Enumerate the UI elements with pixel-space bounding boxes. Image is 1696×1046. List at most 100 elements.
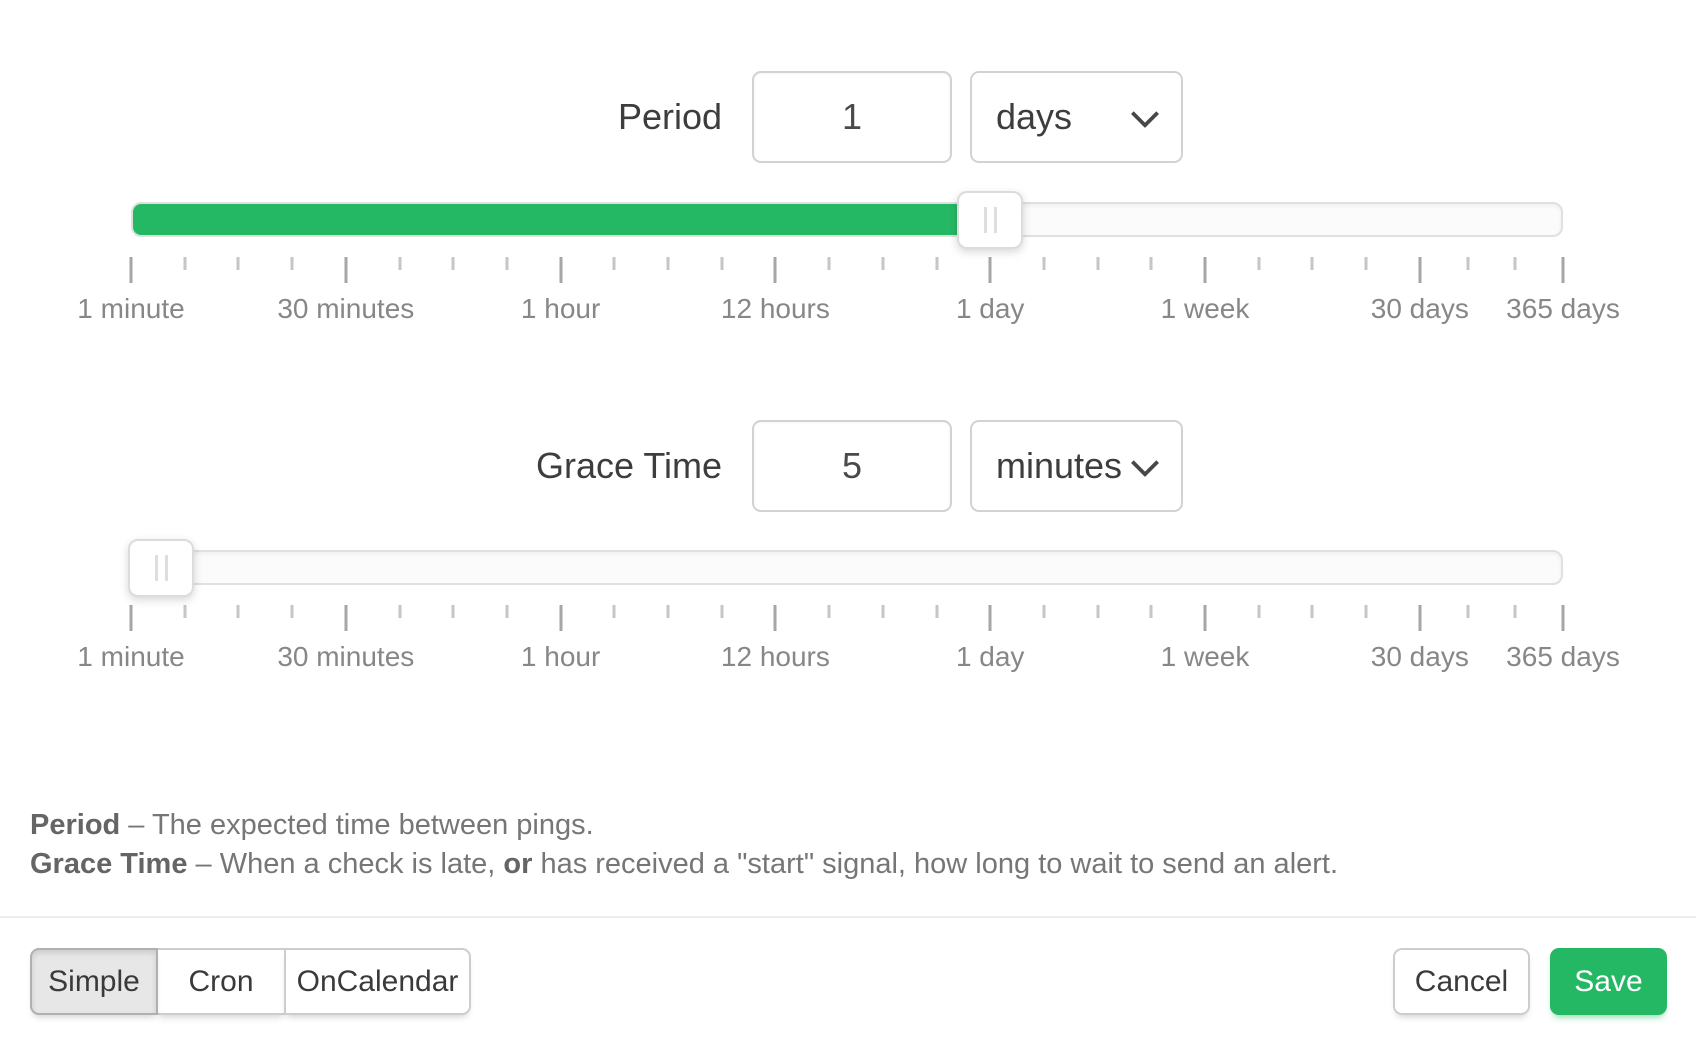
help-grace-line: Grace Time – When a check is late, or ha… (30, 845, 1338, 884)
slider-minor-tick (1310, 257, 1314, 270)
grace-slider[interactable] (128, 539, 1563, 597)
slider-tick-label: 30 minutes (277, 293, 415, 324)
slider-tick-label: 1 day (955, 293, 1025, 324)
slider-minor-tick (1466, 257, 1470, 270)
slider-major-tick (1561, 605, 1565, 631)
help-grace-desc-1: – When a check is late, (187, 848, 504, 880)
help-text: Period – The expected time between pings… (30, 806, 1338, 884)
mode-button-cron[interactable]: Cron (156, 948, 286, 1015)
slider-minor-tick (612, 605, 616, 618)
period-slider[interactable] (131, 191, 1563, 249)
slider-minor-tick (827, 605, 831, 618)
slider-major-tick (988, 257, 992, 283)
period-slider-track[interactable] (131, 202, 1563, 237)
slider-minor-tick (935, 257, 938, 270)
slider-tick-label: 365 days (1506, 293, 1620, 324)
chevron-down-icon (1130, 99, 1160, 129)
slider-tick-label: 365 days (1506, 641, 1620, 672)
period-unit-select[interactable]: days (970, 71, 1183, 163)
slider-tick-label: 30 days (1370, 293, 1469, 324)
slider-minor-tick (183, 605, 187, 618)
slider-minor-tick (290, 605, 294, 618)
slider-tick-label: 1 minute (77, 641, 185, 672)
period-value-input[interactable] (752, 71, 952, 163)
slider-major-tick (559, 605, 563, 631)
slider-minor-tick (1513, 257, 1517, 270)
cancel-button[interactable]: Cancel (1393, 948, 1530, 1015)
slider-minor-tick (666, 605, 670, 618)
grace-slider-handle[interactable] (128, 539, 195, 597)
slider-major-tick (1203, 257, 1207, 283)
slider-tick-label: 30 minutes (277, 641, 415, 672)
slider-tick-label: 1 week (1160, 293, 1250, 324)
slider-minor-tick (290, 257, 294, 270)
slider-major-tick (344, 257, 348, 283)
slider-minor-tick (612, 257, 616, 270)
slider-tick-label: 1 hour (520, 641, 601, 672)
slider-grip-icon (154, 555, 168, 581)
footer-divider (0, 916, 1696, 918)
slider-minor-tick (1042, 605, 1046, 618)
slider-minor-tick (1310, 605, 1314, 618)
slider-major-tick (1418, 257, 1422, 283)
slider-minor-tick (666, 257, 670, 270)
mode-button-oncalendar[interactable]: OnCalendar (284, 948, 471, 1015)
grace-unit-value: minutes (996, 445, 1123, 486)
mode-button-simple[interactable]: Simple (30, 948, 158, 1015)
slider-minor-tick (935, 605, 938, 618)
slider-minor-tick (1257, 257, 1261, 270)
slider-minor-tick (1466, 605, 1470, 618)
slider-minor-tick (881, 605, 885, 618)
slider-minor-tick (827, 257, 831, 270)
grace-value-input[interactable] (752, 420, 952, 512)
period-slider-fill (133, 204, 990, 235)
slider-major-tick (1418, 605, 1422, 631)
slider-minor-tick (720, 257, 724, 270)
slider-minor-tick (505, 605, 509, 618)
slider-minor-tick (451, 257, 455, 270)
period-slider-scale: 1 minute 30 minutes 1 hour 12 hours 1 day 1 w… (77, 257, 1620, 337)
slider-tick-label: 1 week (1160, 641, 1250, 672)
help-period-line: Period – The expected time between pings… (30, 806, 1338, 845)
slider-minor-tick (183, 257, 187, 270)
slider-minor-tick (1149, 257, 1153, 270)
slider-tick-label: 30 days (1370, 641, 1469, 672)
slider-minor-tick (1042, 257, 1046, 270)
save-button[interactable]: Save (1550, 948, 1667, 1015)
slider-minor-tick (505, 257, 509, 270)
slider-minor-tick (1257, 605, 1261, 618)
period-label: Period (617, 96, 722, 137)
slider-minor-tick (398, 605, 401, 618)
slider-minor-tick (236, 605, 240, 618)
slider-minor-tick (451, 605, 455, 618)
slider-minor-tick (236, 257, 240, 270)
slider-minor-tick (1364, 257, 1368, 270)
help-period-term: Period (30, 809, 121, 841)
slider-major-tick (129, 257, 133, 283)
grace-time-label: Grace Time (535, 445, 722, 486)
grace-slider-track[interactable] (131, 550, 1563, 585)
slider-major-tick (1561, 257, 1565, 283)
slider-minor-tick (398, 257, 401, 270)
slider-minor-tick (1364, 605, 1368, 618)
help-grace-desc-2: has received a "start" signal, how long … (532, 848, 1339, 880)
help-period-desc: – The expected time between pings. (120, 809, 594, 841)
slider-minor-tick (881, 257, 885, 270)
schedule-mode-group: Simple Cron OnCalendar (30, 948, 471, 1015)
slider-minor-tick (1096, 257, 1100, 270)
slider-major-tick (129, 605, 133, 631)
slider-major-tick (773, 605, 777, 631)
slider-major-tick (559, 257, 563, 283)
slider-minor-tick (1096, 605, 1100, 618)
slider-major-tick (773, 257, 777, 283)
slider-tick-label: 1 minute (77, 293, 185, 324)
slider-major-tick (1203, 605, 1207, 631)
grace-unit-select[interactable]: minutes (970, 420, 1183, 512)
slider-minor-tick (1149, 605, 1153, 618)
slider-tick-label: 1 day (955, 641, 1025, 672)
slider-tick-label: 12 hours (720, 641, 830, 672)
slider-grip-icon (983, 207, 997, 233)
help-grace-or: or (503, 848, 533, 880)
chevron-down-icon (1130, 448, 1160, 478)
period-slider-handle[interactable] (957, 191, 1024, 249)
